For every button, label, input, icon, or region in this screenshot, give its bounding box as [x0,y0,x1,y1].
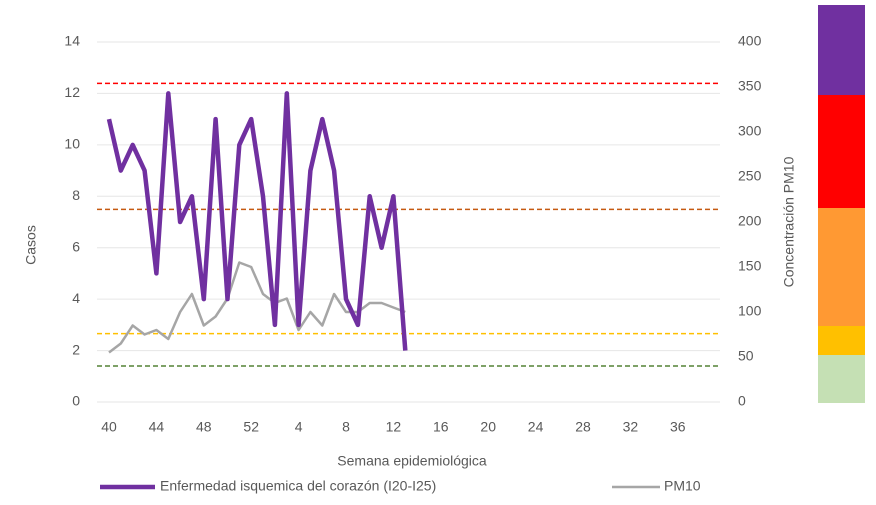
legend-label: PM10 [664,478,701,494]
x-tick-label: 20 [480,419,496,435]
series-line [108,261,406,354]
x-tick-label: 8 [342,419,350,435]
x-axis-label: Semana epidemiológica [337,453,487,469]
y2-tick-label: 50 [738,348,754,364]
y-tick-label: 2 [72,341,80,357]
x-tick-label: 4 [295,419,303,435]
x-tick-label: 40 [101,419,117,435]
x-tick-label: 48 [196,419,212,435]
y-tick-label: 10 [64,136,80,152]
y-tick-label: 14 [64,33,80,49]
y-tick-label: 12 [64,84,80,100]
y-axis-label: Casos [23,225,39,265]
y-tick-label: 8 [72,187,80,203]
y-tick-label: 6 [72,238,80,254]
x-tick-label: 32 [623,419,639,435]
scale-band [818,208,865,326]
y-tick-label: 0 [72,393,80,409]
y2-tick-label: 100 [738,303,762,319]
y2-tick-label: 0 [738,393,746,409]
series-line [106,91,408,351]
x-tick-label: 16 [433,419,449,435]
y2-tick-label: 250 [738,168,762,184]
y2-tick-label: 150 [738,258,762,274]
y2-tick-label: 300 [738,123,762,139]
y2-tick-label: 200 [738,213,762,229]
x-tick-label: 44 [149,419,165,435]
scale-band [818,95,865,208]
scale-band [818,326,865,355]
legend-label: Enfermedad isquemica del corazón (I20-I2… [160,478,436,494]
scale-band [818,5,865,95]
x-tick-label: 24 [528,419,544,435]
scale-band [818,355,865,403]
x-tick-label: 28 [575,419,591,435]
x-tick-label: 12 [386,419,402,435]
y2-axis-label: Concentración PM10 [781,156,797,287]
x-tick-label: 52 [243,419,259,435]
y-tick-label: 4 [72,290,80,306]
x-tick-label: 36 [670,419,686,435]
color-scale [818,5,865,403]
y2-tick-label: 350 [738,78,762,94]
y2-tick-label: 400 [738,33,762,49]
